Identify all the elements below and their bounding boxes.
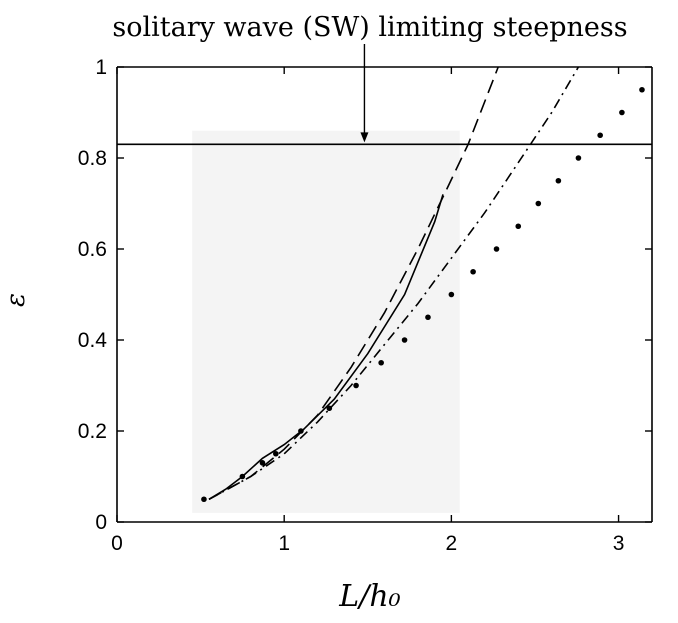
y-tick-label-2: 0.4 [78, 329, 108, 352]
plot-area [192, 130, 460, 513]
series-3-point-3 [273, 450, 279, 457]
series-0-line [208, 194, 444, 500]
x-tick-label-2: 2 [446, 532, 458, 555]
series-3-point-12 [493, 246, 500, 252]
series-3-point-0 [201, 496, 207, 503]
series-3-point-9 [425, 314, 431, 321]
annotation-text: solitary wave (SW) limiting steepness [112, 12, 627, 43]
axes-layer [116, 66, 653, 523]
series-3-point-2 [259, 460, 266, 466]
series-2-line [208, 66, 580, 501]
series-3-point-6 [353, 382, 359, 389]
x-tick-label-1: 1 [278, 532, 290, 555]
series-3-point-1 [239, 473, 246, 480]
x-axis-label: L/h₀ [338, 579, 400, 614]
series-1-line [208, 66, 499, 501]
ticks-layer: 0 1 2 3 0 0.2 0.4 0.6 0.8 1 [78, 56, 652, 555]
series-3-point-5 [326, 405, 333, 412]
x-tick-label-0: 0 [111, 532, 123, 555]
x-tick-label-3: 3 [613, 532, 625, 555]
series-3-point-8 [401, 337, 408, 343]
x-axis-label-text: L/h₀ [338, 579, 400, 614]
series-3-point-16 [575, 155, 582, 161]
series-3-point-4 [298, 428, 304, 434]
annotation-layer: solitary wave (SW) limiting steepness [112, 12, 652, 146]
series-layer [201, 66, 645, 503]
y-tick-label-0: 0 [95, 511, 107, 534]
y-axis-label: ε [1, 293, 31, 307]
plot-shading [192, 130, 460, 513]
annotation-arrowhead [360, 132, 369, 143]
y-tick-label-5: 1 [95, 56, 107, 79]
series-3-point-15 [555, 177, 562, 184]
series-3-point-7 [378, 359, 384, 366]
series-3-point-18 [619, 109, 625, 116]
series-3-point-13 [515, 223, 522, 230]
series-3-point-14 [535, 200, 542, 207]
y-tick-label-1: 0.2 [78, 420, 107, 443]
y-tick-label-4: 0.8 [78, 147, 107, 170]
series-3-point-10 [448, 291, 455, 298]
y-tick-label-3: 0.6 [78, 238, 107, 261]
series-3-point-19 [639, 86, 645, 93]
series-3-point-11 [470, 268, 476, 275]
series-3-point-17 [597, 132, 603, 139]
